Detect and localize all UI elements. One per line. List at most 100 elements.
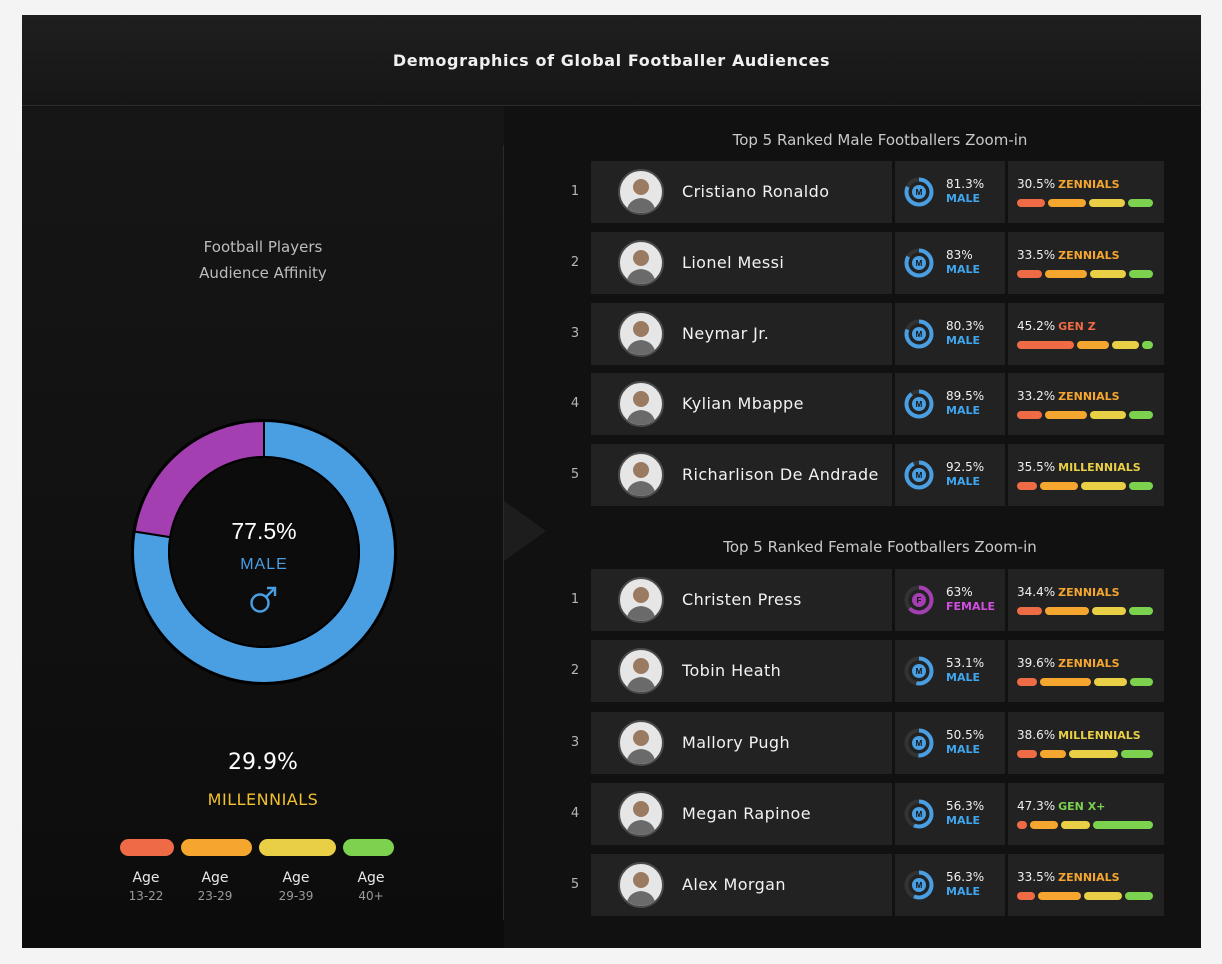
gender-ring-icon: M bbox=[904, 319, 934, 349]
age-range: 40+ bbox=[358, 889, 384, 903]
player-row[interactable]: 1 Christen Press F 63% FEMALE 34.4% ZENNIALS bbox=[562, 569, 1164, 631]
age-segment-bar bbox=[1077, 341, 1109, 349]
player-row[interactable]: 2 Tobin Heath M 53.1% MALE 39.6% ZENNIALS bbox=[562, 640, 1164, 702]
age-segment-bar bbox=[1125, 892, 1153, 900]
age-segment-bar bbox=[1089, 199, 1125, 207]
age-generation-label: GEN X+ bbox=[1058, 800, 1106, 813]
player-row[interactable]: 2 Lionel Messi M 83% MALE 33.5% ZENNIALS bbox=[562, 232, 1164, 294]
player-row[interactable]: 1 Cristiano Ronaldo M 81.3% MALE 30.5% ZENNIAL… bbox=[562, 161, 1164, 223]
age-affinity-cell: 45.2% GEN Z bbox=[1008, 303, 1164, 365]
gender-label: MALE bbox=[946, 885, 980, 898]
gender-letter: M bbox=[916, 471, 923, 480]
player-avatar bbox=[618, 311, 664, 357]
audience-affinity-panel: Football Players Audience Affinity 77.5%… bbox=[22, 107, 504, 948]
male-section-title: Top 5 Ranked Male Footballers Zoom-in bbox=[732, 131, 1028, 149]
age-segment-bar bbox=[1040, 482, 1079, 490]
age-range: 13-22 bbox=[128, 889, 164, 903]
age-label: Age bbox=[201, 870, 229, 886]
player-rank: 4 bbox=[570, 396, 580, 411]
player-silhouette-icon bbox=[626, 391, 656, 425]
gender-affinity-cell: F 63% FEMALE bbox=[895, 569, 1005, 631]
gender-pct: 56.3% bbox=[946, 799, 985, 813]
age-segment-bar bbox=[1121, 750, 1153, 758]
age-segment-bar bbox=[1017, 341, 1075, 349]
player-name: Kylian Mbappe bbox=[682, 394, 804, 413]
age-segment-bar bbox=[1037, 892, 1081, 900]
gender-ring-icon: M bbox=[904, 389, 934, 419]
gender-pct: 53.1% bbox=[946, 656, 985, 670]
player-name: Neymar Jr. bbox=[682, 324, 770, 343]
age-affinity-cell: 35.5% MILLENNIALS bbox=[1008, 444, 1164, 506]
player-name-cell: Mallory Pugh bbox=[591, 712, 892, 774]
age-segment-bar bbox=[1017, 482, 1038, 490]
gender-letter: M bbox=[916, 188, 923, 197]
age-distribution-bars bbox=[1017, 270, 1153, 278]
gender-letter: M bbox=[916, 739, 923, 748]
player-silhouette-icon bbox=[626, 462, 656, 496]
player-rank: 3 bbox=[570, 326, 580, 341]
dashboard-frame: Demographics of Global Footballer Audien… bbox=[22, 15, 1201, 948]
age-segment-bar bbox=[1045, 270, 1088, 278]
page-title: Demographics of Global Footballer Audien… bbox=[392, 51, 831, 70]
player-silhouette-icon bbox=[626, 250, 656, 284]
age-segment-bar bbox=[1094, 678, 1128, 686]
player-row[interactable]: 5 Richarlison De Andrade M 92.5% MALE 35.5% MI… bbox=[562, 444, 1164, 506]
donut-center-label: MALE bbox=[240, 556, 288, 573]
age-affinity-text: 47.3% GEN X+ bbox=[1017, 799, 1105, 813]
age-pct: 33.2% bbox=[1017, 389, 1056, 403]
player-row[interactable]: 3 Neymar Jr. M 80.3% MALE 45.2% GEN Z bbox=[562, 303, 1164, 365]
player-name: Richarlison De Andrade bbox=[682, 465, 879, 484]
age-label: Age bbox=[132, 870, 160, 886]
player-row[interactable]: 5 Alex Morgan M 56.3% MALE 33.5% ZENNIALS bbox=[562, 854, 1164, 916]
age-segment-bar bbox=[1128, 607, 1153, 615]
player-name: Mallory Pugh bbox=[682, 733, 791, 752]
player-row[interactable]: 3 Mallory Pugh M 50.5% MALE 38.6% MILLENNIALS bbox=[562, 712, 1164, 774]
age-pct: 33.5% bbox=[1017, 248, 1056, 262]
age-segment-bar bbox=[1130, 678, 1153, 686]
player-name: Megan Rapinoe bbox=[682, 804, 811, 823]
age-generation-label: GEN Z bbox=[1058, 320, 1096, 333]
age-bar-40-plus bbox=[343, 839, 394, 856]
gender-label: MALE bbox=[946, 743, 980, 756]
age-segment-bar bbox=[1030, 821, 1059, 829]
age-affinity-text: 34.4% ZENNIALS bbox=[1017, 585, 1120, 599]
gender-label: MALE bbox=[946, 475, 980, 488]
gender-ring-icon: M bbox=[904, 870, 934, 900]
gender-pct: 89.5% bbox=[946, 389, 985, 403]
age-pct: 35.5% bbox=[1017, 460, 1056, 474]
player-row[interactable]: 4 Megan Rapinoe M 56.3% MALE 47.3% GEN X+ bbox=[562, 783, 1164, 845]
player-name-cell: Richarlison De Andrade bbox=[591, 444, 892, 506]
player-avatar bbox=[618, 791, 664, 837]
age-segment-bar bbox=[1017, 678, 1038, 686]
age-segment-bar bbox=[1091, 607, 1126, 615]
age-pct: 38.6% bbox=[1017, 728, 1056, 742]
age-segment-bar bbox=[1111, 341, 1139, 349]
age-generation-label: MILLENNIALS bbox=[1058, 461, 1141, 474]
gender-pct: 80.3% bbox=[946, 319, 985, 333]
age-segment-bar bbox=[1017, 892, 1035, 900]
player-row[interactable]: 4 Kylian Mbappe M 89.5% MALE 33.2% ZENNIALS bbox=[562, 373, 1164, 435]
age-segment-bar bbox=[1090, 411, 1126, 419]
age-generation-label: ZENNIALS bbox=[1058, 390, 1120, 403]
player-name: Lionel Messi bbox=[682, 253, 785, 272]
gender-pct: 50.5% bbox=[946, 728, 985, 742]
player-rank: 5 bbox=[570, 467, 580, 482]
gender-pct: 83% bbox=[946, 248, 973, 262]
age-affinity-cell: 47.3% GEN X+ bbox=[1008, 783, 1164, 845]
age-distribution-bars bbox=[1017, 892, 1153, 900]
age-segment-bar bbox=[1040, 678, 1092, 686]
age-segment-bar bbox=[1128, 411, 1153, 419]
age-generation-label: ZENNIALS bbox=[1058, 657, 1120, 670]
age-segment-bar bbox=[1017, 411, 1043, 419]
gender-affinity-cell: M 80.3% MALE bbox=[895, 303, 1005, 365]
player-avatar bbox=[618, 862, 664, 908]
age-affinity-text: 33.5% ZENNIALS bbox=[1017, 248, 1120, 262]
gender-affinity-cell: M 92.5% MALE bbox=[895, 444, 1005, 506]
age-bar-29-39 bbox=[259, 839, 336, 856]
age-affinity-text: 45.2% GEN Z bbox=[1017, 319, 1096, 333]
gender-label: MALE bbox=[946, 671, 980, 684]
player-avatar bbox=[618, 240, 664, 286]
player-avatar bbox=[618, 577, 664, 623]
player-name-cell: Megan Rapinoe bbox=[591, 783, 892, 845]
player-silhouette-icon bbox=[626, 730, 656, 764]
